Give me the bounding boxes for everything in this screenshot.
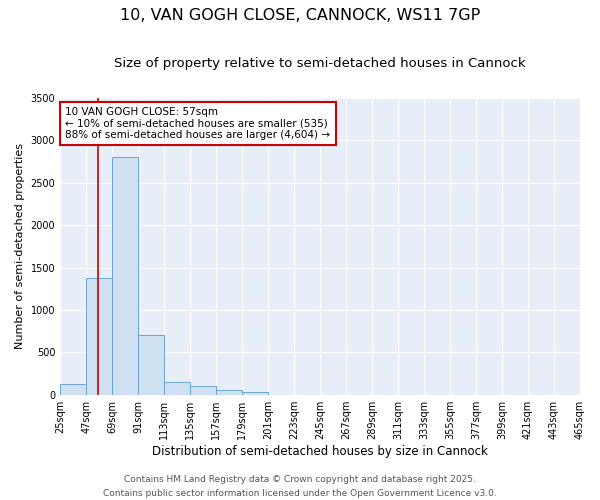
- Title: Size of property relative to semi-detached houses in Cannock: Size of property relative to semi-detach…: [114, 58, 526, 70]
- Bar: [60, 384, 86, 394]
- Text: Contains HM Land Registry data © Crown copyright and database right 2025.
Contai: Contains HM Land Registry data © Crown c…: [103, 476, 497, 498]
- Bar: [86, 278, 112, 394]
- Text: 10 VAN GOGH CLOSE: 57sqm
← 10% of semi-detached houses are smaller (535)
88% of : 10 VAN GOGH CLOSE: 57sqm ← 10% of semi-d…: [65, 107, 331, 140]
- Bar: [112, 158, 138, 394]
- Bar: [216, 390, 242, 394]
- Bar: [190, 386, 216, 394]
- Bar: [138, 336, 164, 394]
- X-axis label: Distribution of semi-detached houses by size in Cannock: Distribution of semi-detached houses by …: [152, 444, 488, 458]
- Y-axis label: Number of semi-detached properties: Number of semi-detached properties: [15, 144, 25, 350]
- Bar: [164, 382, 190, 394]
- Bar: [242, 392, 268, 394]
- Text: 10, VAN GOGH CLOSE, CANNOCK, WS11 7GP: 10, VAN GOGH CLOSE, CANNOCK, WS11 7GP: [120, 8, 480, 22]
